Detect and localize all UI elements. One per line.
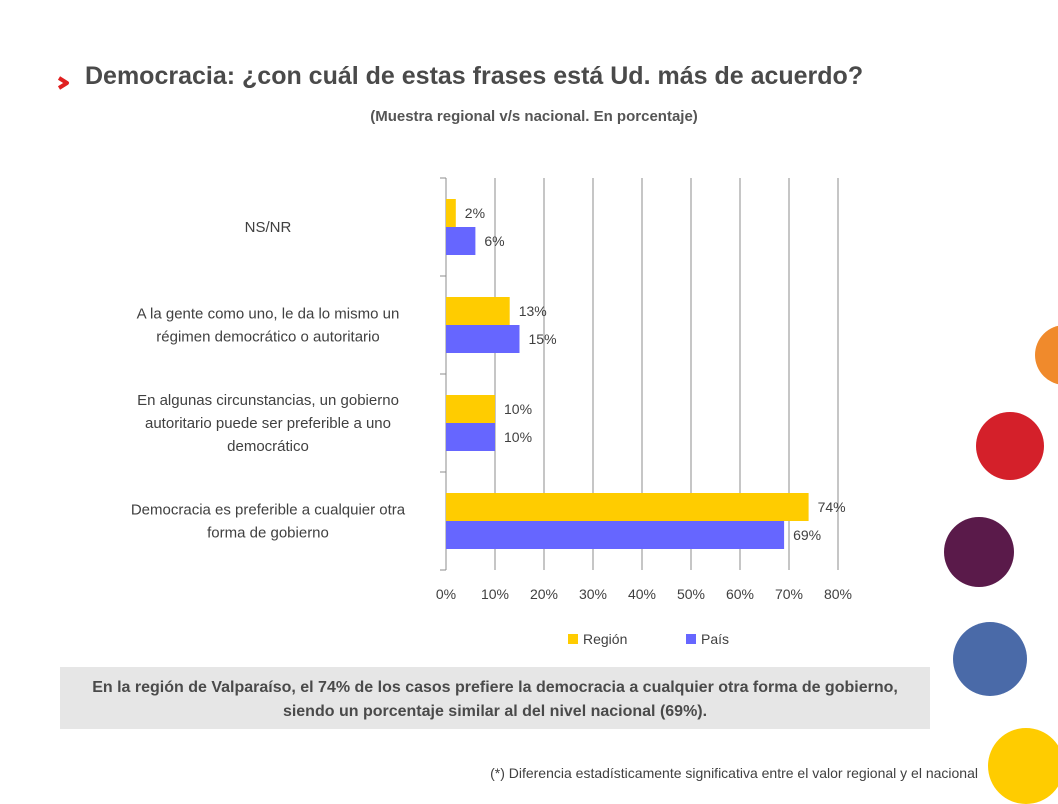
footnote: (*) Diferencia estadísticamente signific… [490,765,978,781]
data-label: 10% [504,401,532,417]
data-label: 6% [484,233,504,249]
data-label: 74% [818,499,846,515]
bar-region [446,199,456,227]
chevron-right-icon [57,76,69,90]
x-tick-label: 60% [726,586,754,602]
x-tick-label: 50% [677,586,705,602]
legend-pais-swatch [686,634,696,644]
bar-region [446,493,809,521]
decorative-circle-red [976,412,1044,480]
category-label: A la gente como uno, le da lo mismo un [137,306,400,323]
bar-region [446,395,495,423]
bar-region [446,297,510,325]
legend-region-swatch [568,634,578,644]
category-label: Democracia es preferible a cualquier otr… [131,502,406,519]
decorative-circle-purple [944,517,1014,587]
category-label: En algunas circunstancias, un gobierno [137,392,399,409]
x-tick-label: 0% [436,586,456,602]
x-tick-label: 10% [481,586,509,602]
category-label: NS/NR [245,219,292,236]
x-tick-label: 70% [775,586,803,602]
category-label: régimen democrático o autoritario [156,329,379,346]
bar-pais [446,521,785,549]
data-label: 69% [793,527,821,543]
page-title: Democracia: ¿con cuál de estas frases es… [85,62,864,90]
data-label: 13% [519,303,547,319]
legend-pais-label: País [701,631,729,647]
decorative-circle-yellow [988,728,1058,804]
summary-box: En la región de Valparaíso, el 74% de lo… [60,667,930,729]
page-subtitle: (Muestra regional v/s nacional. En porce… [370,108,698,125]
bar-pais [446,423,495,451]
bar-pais [446,325,520,353]
x-tick-label: 30% [579,586,607,602]
decorative-circle-orange [1035,325,1058,385]
bar-pais [446,227,476,255]
category-label: autoritario puede ser preferible a uno [145,415,391,432]
category-label: forma de gobierno [207,525,329,542]
data-label: 10% [504,429,532,445]
data-label: 15% [529,331,557,347]
legend-region-label: Región [583,631,627,647]
category-label: democrático [227,438,309,455]
x-tick-label: 80% [824,586,852,602]
decorative-circle-blue [953,622,1027,696]
x-tick-label: 40% [628,586,656,602]
data-label: 2% [465,205,485,221]
x-tick-label: 20% [530,586,558,602]
